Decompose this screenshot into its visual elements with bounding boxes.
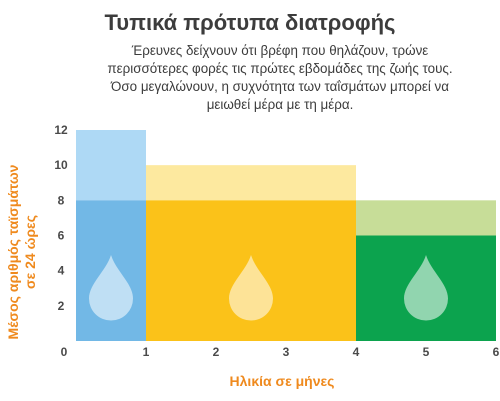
chart-title: Τυπικά πρότυπα διατροφής [104,10,396,35]
water-drop-icon [89,255,133,321]
subtitle-line: Έρευνες δείχνουν ότι βρέφη που θηλάζουν,… [131,43,429,58]
x-tick-label: 0 [61,345,68,359]
y-tick-label: 10 [54,158,68,172]
water-drop-icon [404,255,448,321]
x-axis-title: Ηλικία σε μήνες [230,373,335,389]
y-tick-label: 6 [58,229,65,243]
x-axis-ticks: 0 1 2 3 4 5 6 [61,345,500,359]
y-axis-title-line1: Μέσος αριθμός ταϊσμάτων [5,164,21,339]
subtitle-line: περισσότερες φορές τις πρώτες εβδομάδες … [107,61,453,76]
bar-range-band [76,130,146,201]
x-tick-label: 2 [213,345,220,359]
x-tick-label: 1 [143,345,150,359]
y-tick-label: 2 [58,299,65,313]
y-tick-label: 12 [54,123,68,137]
bar-range-band [146,165,356,201]
x-tick-label: 6 [493,345,500,359]
drops-layer [89,255,448,321]
x-tick-label: 5 [423,345,430,359]
y-tick-label: 8 [58,193,65,207]
subtitle-line: μειωθεί μέρα με τη μέρα. [206,97,354,112]
bar-range-band [356,200,496,236]
y-axis-title-line2: σε 24 ώρες [22,215,38,289]
y-tick-label: 4 [58,264,65,278]
y-axis-ticks: 2 4 6 8 10 12 [54,123,68,313]
water-drop-icon [229,255,273,321]
subtitle-line: Όσο μεγαλώνουν, η συχνότητα των ταΐσμάτω… [111,79,449,94]
chart-subtitle: Έρευνες δείχνουν ότι βρέφη που θηλάζουν,… [60,42,500,114]
x-tick-label: 3 [283,345,290,359]
x-tick-label: 4 [353,345,360,359]
